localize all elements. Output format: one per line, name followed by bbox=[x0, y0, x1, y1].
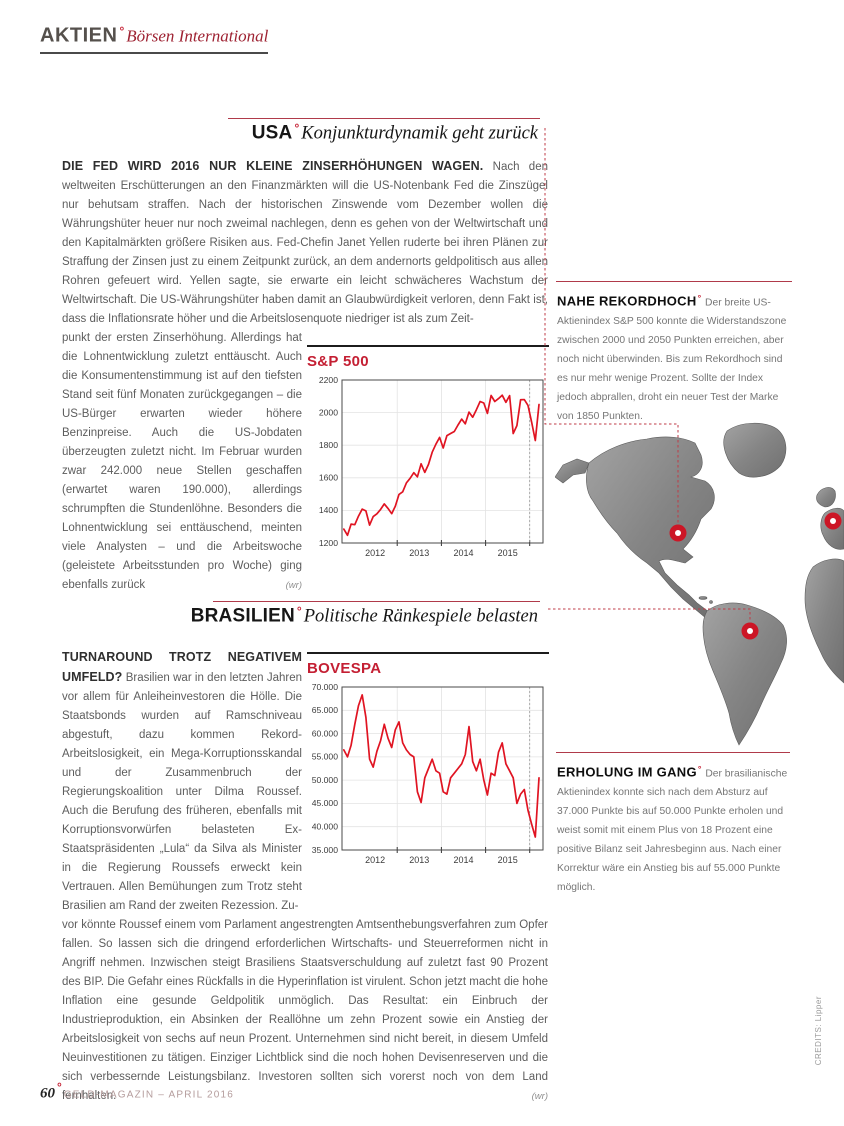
brazil-title: BRASILIEN bbox=[190, 605, 295, 627]
section-label: AKTIEN bbox=[40, 24, 118, 47]
svg-text:2015: 2015 bbox=[498, 548, 518, 558]
brazil-sidebar-paragraph: ERHOLUNG IM GANG° Der brasilianische Akt… bbox=[557, 760, 793, 897]
usa-byline: (wr) bbox=[285, 580, 302, 591]
svg-text:2200: 2200 bbox=[319, 375, 338, 385]
usa-column: punkt der ersten Zinserhöhung. Allerding… bbox=[62, 329, 302, 595]
svg-text:1600: 1600 bbox=[319, 473, 338, 483]
svg-text:55.000: 55.000 bbox=[312, 752, 339, 762]
svg-text:2013: 2013 bbox=[409, 855, 429, 865]
svg-text:2014: 2014 bbox=[453, 548, 473, 558]
svg-text:50.000: 50.000 bbox=[312, 775, 339, 785]
map-greenland bbox=[723, 422, 787, 478]
map-south-america bbox=[702, 602, 787, 746]
usa-lead: DIE FED WIRD 2016 NUR KLEINE ZINSERHÖHUN… bbox=[62, 159, 484, 173]
degree-separator: ° bbox=[697, 293, 702, 303]
page-header: AKTIEN ° Börsen International bbox=[40, 24, 269, 55]
svg-text:2015: 2015 bbox=[498, 855, 518, 865]
svg-text:60.000: 60.000 bbox=[312, 728, 339, 738]
svg-text:1800: 1800 bbox=[319, 440, 338, 450]
map-africa bbox=[804, 558, 844, 684]
svg-text:65.000: 65.000 bbox=[312, 705, 339, 715]
divider-brazil-title bbox=[213, 601, 540, 602]
usa-sidebar-title: NAHE REKORDHOCH bbox=[557, 293, 697, 309]
brazil-sidebar: ERHOLUNG IM GANG° Der brasilianische Akt… bbox=[557, 760, 793, 897]
usa-article-text: DIE FED WIRD 2016 NUR KLEINE ZINSERHÖHUN… bbox=[62, 157, 548, 595]
map-british-isles bbox=[816, 487, 836, 508]
sp500-chart-title: S&P 500 bbox=[307, 353, 369, 370]
svg-text:2000: 2000 bbox=[319, 407, 338, 417]
usa-column-paragraph: punkt der ersten Zinserhöhung. Allerding… bbox=[62, 329, 302, 595]
svg-text:2012: 2012 bbox=[365, 548, 385, 558]
divider-bovespa-chart bbox=[307, 652, 549, 654]
map-caribbean bbox=[698, 596, 708, 600]
map-caribbean bbox=[709, 600, 713, 604]
page-footer: 60 °GELD-MAGAZIN – APRIL 2016 bbox=[40, 1080, 234, 1102]
bovespa-chart-box: BOVESPA 35.000 40.000 45.000 50.000 55.000 60… bbox=[307, 657, 550, 867]
map-alaska bbox=[555, 458, 590, 484]
map-europe bbox=[820, 507, 844, 550]
brazil-byline: (wr) bbox=[531, 1091, 548, 1102]
brazil-body-col: Brasilien war in den letzten Jahren vor … bbox=[62, 672, 302, 912]
svg-text:2013: 2013 bbox=[409, 548, 429, 558]
brazil-article-text: TURNAROUND TROTZ NEGATIVEM UMFELD? Brasi… bbox=[62, 648, 548, 1106]
divider-usa-title bbox=[228, 118, 540, 119]
magazine-name: GELD-MAGAZIN – APRIL 2016 bbox=[63, 1089, 235, 1101]
degree-separator: ° bbox=[697, 764, 702, 774]
divider-sp500-chart bbox=[307, 345, 549, 347]
divider-usa-sidebar bbox=[556, 281, 792, 282]
svg-text:1200: 1200 bbox=[319, 538, 338, 548]
usa-section-title: USA ° Konjunkturdynamik geht zurück bbox=[62, 121, 538, 144]
brazil-section-title: BRASILIEN ° Politische Ränkespiele belaste… bbox=[62, 604, 538, 627]
degree-separator: ° bbox=[119, 24, 125, 38]
svg-text:70.000: 70.000 bbox=[312, 682, 339, 692]
map-north-america bbox=[586, 436, 715, 620]
usa-lead-paragraph: DIE FED WIRD 2016 NUR KLEINE ZINSERHÖHUN… bbox=[62, 157, 548, 329]
usa-subtitle: Konjunkturdynamik geht zurück bbox=[301, 123, 538, 144]
svg-text:40.000: 40.000 bbox=[312, 822, 339, 832]
bovespa-chart-title: BOVESPA bbox=[307, 660, 382, 677]
brazil-subtitle: Politische Ränkespiele belasten bbox=[303, 606, 538, 627]
degree-separator: ° bbox=[57, 1080, 62, 1094]
credits-note: CREDITS: Lipper bbox=[814, 996, 823, 1066]
sp500-chart: 1200 1400 1600 1800 2000 2200 2012 2013 2014 2015 bbox=[319, 375, 544, 558]
sp500-chart-box: S&P 500 1200 1400 1600 1800 2000 2200 2012 2013… bbox=[307, 350, 550, 560]
page-number: 60 bbox=[40, 1085, 55, 1102]
usa-sidebar-paragraph: NAHE REKORDHOCH° Der breite US-Aktienind… bbox=[557, 289, 793, 426]
usa-body-col: punkt der ersten Zinserhöhung. Allerding… bbox=[62, 332, 302, 591]
brazil-sidebar-title: ERHOLUNG IM GANG bbox=[557, 764, 697, 780]
svg-text:1400: 1400 bbox=[319, 505, 338, 515]
svg-text:2012: 2012 bbox=[365, 855, 385, 865]
svg-text:2014: 2014 bbox=[453, 855, 473, 865]
degree-separator: ° bbox=[294, 121, 300, 135]
degree-separator: ° bbox=[296, 604, 302, 618]
subsection-label: Börsen International bbox=[126, 26, 269, 46]
bovespa-chart: 35.000 40.000 45.000 50.000 55.000 60.000 65.0… bbox=[312, 682, 544, 865]
brazil-column: TURNAROUND TROTZ NEGATIVEM UMFELD? Brasi… bbox=[62, 648, 302, 916]
svg-text:35.000: 35.000 bbox=[312, 845, 339, 855]
usa-body-full: Nach den weltweiten Erschütterungen an d… bbox=[62, 161, 548, 325]
brazil-sidebar-text: Der brasilianische Aktienindex konnte si… bbox=[557, 768, 788, 894]
world-map bbox=[555, 422, 844, 746]
svg-text:45.000: 45.000 bbox=[312, 798, 339, 808]
divider-brazil-sidebar bbox=[556, 752, 790, 753]
brazil-full-paragraph: vor könnte Roussef einem vom Parlament a… bbox=[62, 916, 548, 1106]
usa-sidebar: NAHE REKORDHOCH° Der breite US-Aktienind… bbox=[557, 289, 793, 426]
usa-title: USA bbox=[251, 122, 293, 144]
brazil-body-full: vor könnte Roussef einem vom Parlament a… bbox=[62, 919, 548, 1102]
usa-sidebar-text: Der breite US-Aktienindex S&P 500 konnte… bbox=[557, 297, 787, 423]
brazil-lead: TURNAROUND TROTZ NEGATIVEM UMFELD? bbox=[62, 650, 302, 684]
brazil-column-paragraph: TURNAROUND TROTZ NEGATIVEM UMFELD? Brasi… bbox=[62, 648, 302, 916]
